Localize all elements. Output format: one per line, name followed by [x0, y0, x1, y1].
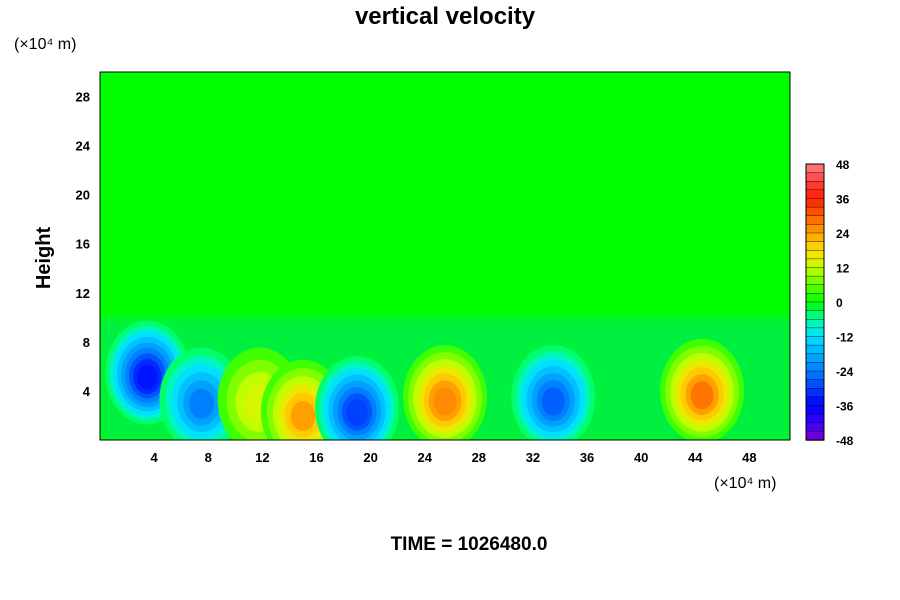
x-tick-label: 36 — [580, 450, 594, 465]
colorbar-tick-label: 0 — [836, 296, 843, 310]
colorbar-segment — [805, 327, 825, 338]
x-tick-label: 8 — [205, 450, 212, 465]
contour-level — [541, 387, 565, 416]
x-tick-label: 32 — [526, 450, 540, 465]
x-tick-label: 44 — [688, 450, 703, 465]
colorbar-segment — [805, 422, 825, 433]
colorbar-segment — [805, 241, 825, 251]
y-tick-label: 16 — [76, 237, 90, 252]
colorbar-tick-label: -36 — [836, 400, 854, 414]
colorbar-segment — [805, 319, 825, 329]
colorbar-tick-label: -12 — [836, 331, 854, 345]
colorbar-segment — [805, 413, 825, 424]
colorbar-segment — [805, 181, 825, 191]
colorbar-segment — [805, 388, 825, 398]
colorbar-segment — [805, 267, 825, 277]
colorbar-segment — [805, 224, 825, 234]
colorbar-segment — [805, 163, 825, 174]
y-tick-label: 8 — [83, 335, 90, 350]
colorbar-segment — [805, 405, 825, 415]
colorbar-segment — [805, 172, 825, 182]
time-label: TIME = 1026480.0 — [391, 534, 548, 555]
contour-cell-6 — [403, 345, 487, 440]
x-tick-label: 40 — [634, 450, 648, 465]
colorbar: 48 36 24 12 0 -12 -24 -36 -48 — [805, 158, 854, 448]
colorbar-tick-label: 12 — [836, 262, 850, 276]
colorbar-segment — [805, 215, 825, 226]
plot-area — [100, 72, 790, 440]
colorbar-segment — [805, 301, 825, 312]
x-tick-label: 4 — [151, 450, 159, 465]
y-tick-label: 24 — [76, 139, 91, 154]
colorbar-tick-label: 48 — [836, 158, 850, 172]
colorbar-segment — [805, 379, 825, 389]
colorbar-segment — [805, 232, 825, 243]
contour-level — [137, 364, 158, 390]
contour-cell-2 — [159, 347, 244, 440]
colorbar-segment — [805, 275, 825, 286]
y-tick-label: 12 — [76, 286, 90, 301]
x-ticks: 4 8 12 16 20 24 28 32 36 40 44 48 — [151, 450, 757, 465]
colorbar-segment — [805, 189, 825, 200]
contour-level — [189, 388, 214, 419]
colorbar-tick-label: -48 — [836, 434, 854, 448]
colorbar-segment — [805, 353, 825, 364]
colorbar-segment — [805, 206, 825, 217]
y-ticks: 4 8 12 16 20 24 28 — [76, 90, 91, 399]
colorbar-segment — [805, 431, 825, 441]
contour-cell-7 — [511, 345, 596, 440]
contour-level — [433, 387, 457, 416]
colorbar-segment — [805, 396, 825, 407]
plot-frame — [99, 71, 791, 441]
contour-level — [690, 381, 714, 410]
colorbar-tick-label: 36 — [836, 193, 850, 207]
colorbar-segment — [805, 310, 825, 320]
x-tick-label: 12 — [255, 450, 269, 465]
chart-title: vertical velocity — [355, 3, 536, 30]
x-tick-label: 48 — [742, 450, 756, 465]
contour-level — [346, 399, 368, 426]
contour-cell-5 — [315, 356, 400, 440]
y-tick-label: 28 — [76, 90, 90, 105]
colorbar-segment — [805, 370, 825, 381]
x-axis-unit: (×10⁴ m) — [714, 475, 776, 492]
x-tick-label: 16 — [309, 450, 323, 465]
colorbar-segment — [805, 293, 825, 303]
y-tick-label: 4 — [83, 384, 91, 399]
colorbar-segment — [805, 198, 825, 208]
y-tick-label: 20 — [76, 188, 90, 203]
colorbar-segment — [805, 250, 825, 260]
colorbar-tick-label: -24 — [836, 365, 854, 379]
x-tick-label: 20 — [363, 450, 377, 465]
colorbar-segment — [805, 258, 825, 269]
colorbar-segment — [805, 336, 825, 346]
colorbar-segment — [805, 284, 825, 295]
colorbar-segment — [805, 362, 825, 372]
x-tick-label: 28 — [472, 450, 486, 465]
colorbar-frame — [805, 163, 825, 441]
y-axis-label: Height — [33, 227, 55, 290]
contour-features — [105, 320, 745, 440]
contour-level — [290, 400, 316, 432]
contour-cell-8 — [660, 338, 745, 440]
y-axis-unit: (×10⁴ m) — [14, 36, 76, 53]
x-tick-label: 24 — [417, 450, 432, 465]
colorbar-tick-label: 24 — [836, 227, 850, 241]
colorbar-segment — [805, 344, 825, 355]
